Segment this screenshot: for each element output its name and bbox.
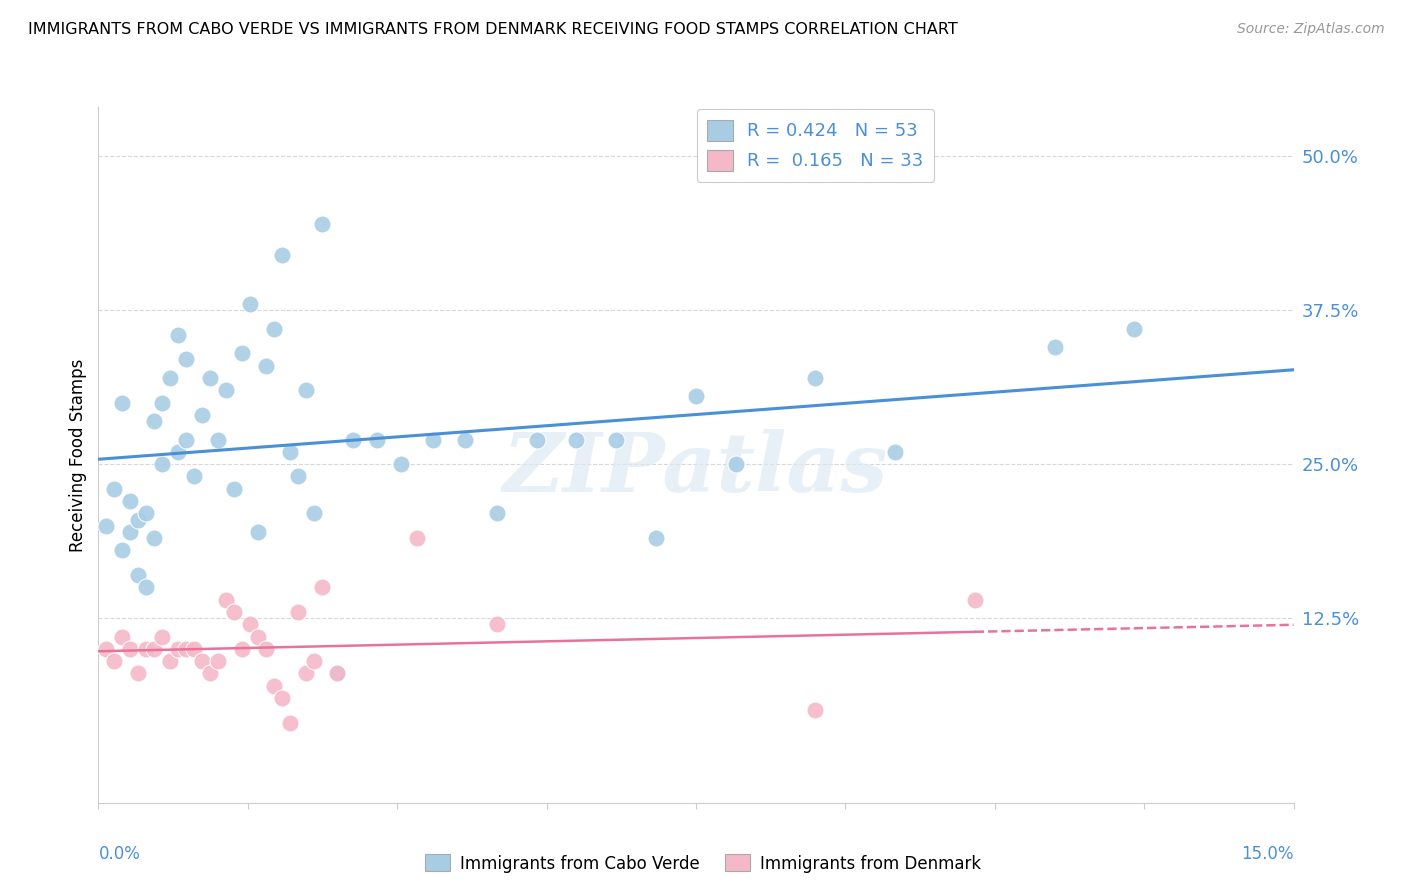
Point: [198, 371, 221, 385]
Point: [263, 679, 285, 693]
Point: [389, 457, 412, 471]
Point: [485, 507, 508, 521]
Point: [278, 715, 301, 730]
Point: [605, 433, 627, 447]
Point: [1043, 340, 1066, 354]
Point: [207, 433, 229, 447]
Point: [96, 518, 118, 533]
Point: [103, 482, 125, 496]
Point: [287, 469, 309, 483]
Point: [143, 641, 166, 656]
Point: [174, 641, 197, 656]
Point: [239, 297, 262, 311]
Text: IMMIGRANTS FROM CABO VERDE VS IMMIGRANTS FROM DENMARK RECEIVING FOOD STAMPS CORR: IMMIGRANTS FROM CABO VERDE VS IMMIGRANTS…: [28, 22, 957, 37]
Point: [159, 371, 181, 385]
Point: [804, 703, 827, 717]
Point: [120, 524, 142, 539]
Point: [215, 384, 238, 398]
Point: [366, 433, 388, 447]
Point: [278, 445, 301, 459]
Point: [111, 630, 134, 644]
Point: [198, 666, 221, 681]
Point: [159, 654, 181, 668]
Point: [326, 666, 349, 681]
Point: [174, 352, 197, 367]
Point: [254, 641, 277, 656]
Point: [135, 641, 157, 656]
Point: [183, 641, 205, 656]
Point: [724, 457, 747, 471]
Point: [294, 384, 316, 398]
Point: [111, 395, 134, 409]
Point: [167, 641, 190, 656]
Point: [342, 433, 364, 447]
Point: [167, 327, 190, 342]
Point: [150, 395, 173, 409]
Point: [884, 445, 907, 459]
Point: [167, 445, 190, 459]
Point: [804, 371, 827, 385]
Point: [263, 321, 285, 335]
Point: [120, 494, 142, 508]
Point: [143, 531, 166, 545]
Point: [222, 482, 245, 496]
Point: [422, 433, 444, 447]
Point: [191, 408, 214, 422]
Point: [270, 691, 292, 706]
Point: [120, 641, 142, 656]
Text: 15.0%: 15.0%: [1241, 845, 1294, 863]
Text: Source: ZipAtlas.com: Source: ZipAtlas.com: [1237, 22, 1385, 37]
Point: [246, 524, 269, 539]
Point: [96, 641, 118, 656]
Point: [963, 592, 986, 607]
Point: [127, 512, 149, 526]
Point: [302, 654, 325, 668]
Point: [311, 580, 333, 594]
Point: [287, 605, 309, 619]
Point: [239, 617, 262, 632]
Point: [231, 346, 253, 360]
Text: ZIPatlas: ZIPatlas: [503, 429, 889, 508]
Point: [183, 469, 205, 483]
Y-axis label: Receiving Food Stamps: Receiving Food Stamps: [69, 359, 87, 551]
Point: [565, 433, 588, 447]
Point: [150, 630, 173, 644]
Point: [191, 654, 214, 668]
Point: [111, 543, 134, 558]
Point: [685, 389, 707, 403]
Point: [294, 666, 316, 681]
Point: [143, 414, 166, 428]
Point: [127, 568, 149, 582]
Point: [454, 433, 477, 447]
Point: [326, 666, 349, 681]
Text: 0.0%: 0.0%: [98, 845, 141, 863]
Point: [485, 617, 508, 632]
Point: [645, 531, 668, 545]
Point: [174, 433, 197, 447]
Point: [215, 592, 238, 607]
Point: [135, 580, 157, 594]
Point: [150, 457, 173, 471]
Point: [302, 507, 325, 521]
Legend: R = 0.424   N = 53, R =  0.165   N = 33: R = 0.424 N = 53, R = 0.165 N = 33: [696, 109, 935, 181]
Point: [270, 248, 292, 262]
Point: [246, 630, 269, 644]
Point: [254, 359, 277, 373]
Legend: Immigrants from Cabo Verde, Immigrants from Denmark: Immigrants from Cabo Verde, Immigrants f…: [419, 847, 987, 880]
Point: [311, 217, 333, 231]
Point: [406, 531, 429, 545]
Point: [231, 641, 253, 656]
Point: [127, 666, 149, 681]
Point: [222, 605, 245, 619]
Point: [1123, 321, 1146, 335]
Point: [103, 654, 125, 668]
Point: [135, 507, 157, 521]
Point: [526, 433, 548, 447]
Point: [207, 654, 229, 668]
